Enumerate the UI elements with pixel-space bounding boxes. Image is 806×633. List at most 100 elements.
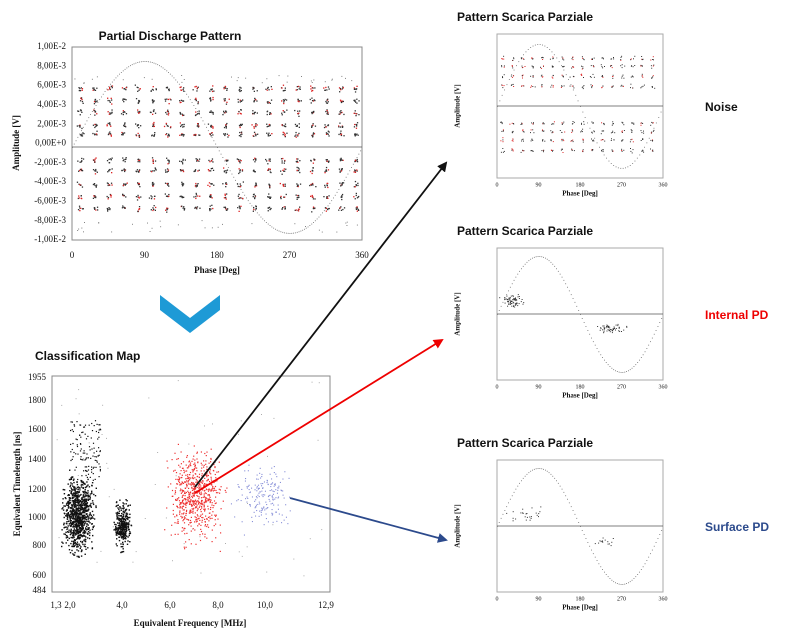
dot bbox=[76, 518, 79, 520]
dot bbox=[198, 501, 201, 503]
dot bbox=[91, 510, 94, 513]
dot bbox=[72, 532, 74, 534]
dot bbox=[580, 131, 582, 133]
dot bbox=[70, 421, 72, 423]
dot bbox=[185, 499, 187, 501]
dot bbox=[324, 89, 326, 91]
dot bbox=[551, 51, 553, 53]
dot bbox=[80, 555, 83, 557]
dot bbox=[630, 87, 631, 89]
dot bbox=[513, 491, 515, 493]
dot bbox=[121, 536, 124, 538]
dot bbox=[212, 126, 214, 128]
dot bbox=[342, 125, 344, 128]
dot bbox=[272, 490, 274, 492]
dot bbox=[544, 45, 546, 47]
dot bbox=[82, 459, 84, 461]
dot bbox=[602, 569, 603, 570]
dot bbox=[639, 571, 640, 573]
dot bbox=[600, 139, 602, 141]
dot bbox=[640, 122, 642, 124]
dot bbox=[539, 256, 541, 257]
dot bbox=[123, 534, 125, 536]
dot bbox=[501, 66, 503, 68]
dot bbox=[174, 452, 176, 454]
dot bbox=[113, 488, 115, 490]
dot bbox=[186, 532, 188, 534]
dot bbox=[184, 548, 186, 550]
dot bbox=[583, 59, 585, 61]
dot bbox=[358, 195, 360, 198]
dot bbox=[87, 530, 90, 533]
dot bbox=[263, 524, 265, 526]
dot bbox=[502, 151, 504, 153]
dot bbox=[148, 397, 150, 399]
dot bbox=[79, 508, 82, 510]
dot bbox=[352, 163, 354, 165]
dot bbox=[198, 476, 200, 479]
dot bbox=[298, 208, 300, 210]
dot bbox=[201, 519, 203, 521]
dot bbox=[504, 297, 506, 298]
dot bbox=[135, 196, 138, 198]
dot bbox=[200, 500, 203, 502]
dot bbox=[89, 498, 91, 500]
dot bbox=[338, 113, 340, 115]
dot bbox=[111, 85, 114, 87]
dot bbox=[565, 74, 567, 76]
dot bbox=[61, 508, 63, 510]
dot bbox=[356, 206, 358, 208]
x-tick-label: 8,0 bbox=[212, 600, 224, 610]
dot bbox=[210, 100, 212, 102]
dot bbox=[78, 110, 80, 112]
dot bbox=[149, 231, 151, 232]
dot bbox=[582, 150, 584, 152]
dot bbox=[618, 327, 620, 329]
dot bbox=[198, 134, 200, 136]
dot bbox=[241, 169, 244, 171]
dot bbox=[256, 486, 258, 488]
dot bbox=[327, 186, 329, 189]
dot bbox=[340, 126, 342, 128]
dot bbox=[270, 207, 272, 210]
dot bbox=[177, 522, 179, 524]
dot bbox=[63, 493, 66, 495]
dot bbox=[204, 533, 206, 535]
dot bbox=[203, 495, 205, 497]
dot bbox=[189, 510, 191, 513]
dot bbox=[116, 545, 118, 547]
dot bbox=[91, 78, 93, 80]
dot bbox=[258, 496, 260, 498]
dot bbox=[581, 123, 582, 125]
dot bbox=[534, 44, 536, 46]
dot bbox=[95, 168, 97, 171]
dot bbox=[581, 318, 583, 319]
y-tick-label: 1400 bbox=[28, 454, 47, 464]
dot bbox=[195, 500, 197, 502]
dot bbox=[120, 543, 122, 545]
x-axis-label: Phase [Deg] bbox=[562, 604, 598, 612]
dot bbox=[123, 527, 125, 530]
dot bbox=[185, 481, 187, 483]
dot bbox=[168, 162, 170, 164]
dot bbox=[118, 539, 121, 542]
dot bbox=[561, 131, 563, 133]
dot bbox=[123, 532, 125, 535]
dot bbox=[152, 125, 154, 127]
y-tick-label: -8,00E-3 bbox=[34, 215, 66, 225]
dot bbox=[521, 139, 523, 141]
dot bbox=[193, 445, 195, 447]
dot bbox=[211, 529, 213, 531]
dot bbox=[183, 114, 185, 116]
dot bbox=[79, 530, 82, 533]
dot bbox=[591, 131, 593, 133]
dot bbox=[130, 524, 133, 527]
dot bbox=[81, 169, 83, 171]
dot bbox=[226, 88, 228, 90]
dot bbox=[200, 494, 202, 496]
dot bbox=[118, 533, 120, 536]
dot bbox=[199, 195, 201, 197]
dot bbox=[203, 464, 205, 466]
dot bbox=[198, 506, 200, 508]
dot bbox=[248, 484, 250, 486]
